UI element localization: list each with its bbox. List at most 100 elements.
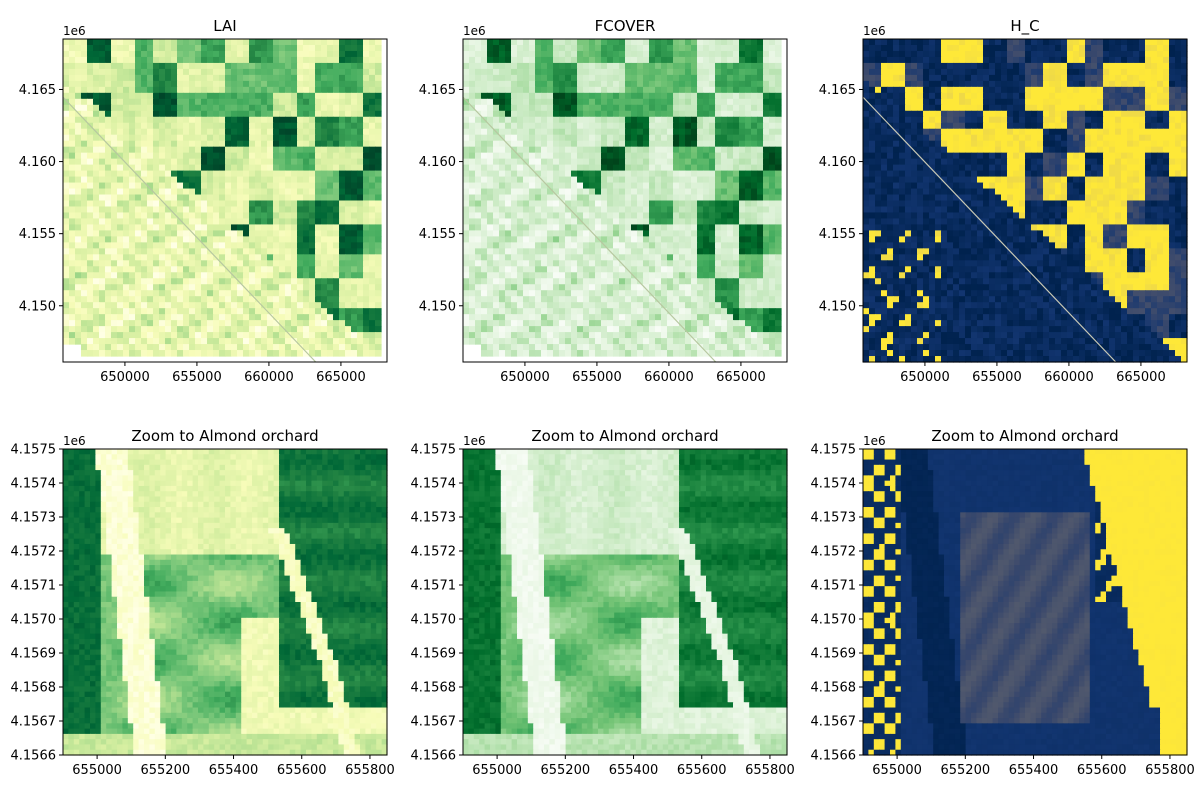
raster-cell bbox=[547, 278, 554, 285]
raster-cell bbox=[667, 165, 674, 172]
raster-cell bbox=[327, 201, 334, 208]
raster-cell bbox=[589, 39, 596, 46]
raster-cell bbox=[487, 183, 494, 190]
raster-cell bbox=[553, 272, 560, 279]
raster-cell bbox=[667, 206, 674, 213]
raster-cell bbox=[273, 69, 280, 76]
raster-cell bbox=[769, 123, 776, 130]
raster-cell bbox=[333, 39, 340, 46]
raster-cell bbox=[691, 111, 698, 118]
raster-cell bbox=[625, 242, 632, 249]
raster-cell bbox=[129, 99, 136, 106]
raster-cell bbox=[667, 183, 674, 190]
raster-cell bbox=[315, 171, 322, 178]
raster-cell bbox=[297, 224, 304, 231]
raster-cell bbox=[375, 236, 382, 243]
raster-cell bbox=[195, 81, 202, 88]
raster-cell bbox=[775, 177, 782, 184]
raster-cell bbox=[279, 129, 286, 136]
raster-cell bbox=[297, 189, 304, 196]
raster-cell bbox=[153, 224, 160, 231]
raster-cell bbox=[667, 254, 674, 261]
raster-cell bbox=[751, 99, 758, 106]
raster-cell bbox=[649, 165, 656, 172]
raster-cell bbox=[267, 272, 274, 279]
raster-cell bbox=[147, 296, 154, 303]
raster-cell bbox=[333, 206, 340, 213]
raster-cell bbox=[93, 147, 100, 154]
raster-cell bbox=[339, 338, 346, 345]
raster-cell bbox=[303, 338, 310, 345]
raster-cell bbox=[219, 314, 226, 321]
raster-cell bbox=[709, 135, 716, 142]
raster-cell bbox=[201, 212, 208, 219]
raster-cell bbox=[237, 87, 244, 94]
raster-cell bbox=[255, 195, 262, 202]
raster-cell bbox=[189, 189, 196, 196]
raster-cell bbox=[595, 45, 602, 52]
raster-cell bbox=[195, 57, 202, 64]
raster-cell bbox=[147, 57, 154, 64]
raster-cell bbox=[631, 201, 638, 208]
raster-cell bbox=[357, 302, 364, 309]
raster-cell bbox=[369, 135, 376, 142]
raster-cell bbox=[739, 147, 746, 154]
raster-cell bbox=[559, 171, 566, 178]
raster-cell bbox=[81, 308, 88, 315]
raster-cell bbox=[517, 272, 524, 279]
raster-cell bbox=[631, 230, 638, 237]
raster-cell bbox=[685, 165, 692, 172]
raster-cell bbox=[273, 63, 280, 70]
raster-cell bbox=[303, 135, 310, 142]
raster-cell bbox=[463, 105, 470, 112]
raster-cell bbox=[111, 129, 118, 136]
raster-cell bbox=[219, 69, 226, 76]
raster-cell bbox=[135, 183, 142, 190]
raster-cell bbox=[769, 141, 776, 148]
raster-cell bbox=[523, 111, 530, 118]
raster-cell bbox=[345, 147, 352, 154]
raster-cell bbox=[697, 260, 704, 267]
raster-cell bbox=[99, 230, 106, 237]
raster-cell bbox=[721, 135, 728, 142]
raster-cell bbox=[375, 272, 382, 279]
raster-cell bbox=[93, 314, 100, 321]
raster-cell bbox=[147, 218, 154, 225]
raster-cell bbox=[135, 332, 142, 339]
raster-cell bbox=[523, 230, 530, 237]
raster-cell bbox=[463, 195, 470, 202]
raster-cell bbox=[225, 302, 232, 309]
raster-cell bbox=[273, 254, 280, 261]
raster-cell bbox=[595, 123, 602, 130]
raster-cell bbox=[703, 135, 710, 142]
raster-cell bbox=[589, 177, 596, 184]
raster-cell bbox=[517, 147, 524, 154]
raster-cell bbox=[375, 57, 382, 64]
raster-cell bbox=[589, 153, 596, 160]
raster-cell bbox=[219, 332, 226, 339]
raster-cell bbox=[601, 99, 608, 106]
raster-cell bbox=[351, 105, 358, 112]
raster-cell bbox=[595, 189, 602, 196]
raster-cell bbox=[595, 272, 602, 279]
raster-cell bbox=[739, 189, 746, 196]
raster-cell bbox=[679, 195, 686, 202]
raster-cell bbox=[159, 278, 166, 285]
raster-cell bbox=[375, 254, 382, 261]
raster-cell bbox=[237, 308, 244, 315]
raster-cell bbox=[315, 350, 322, 357]
raster-cell bbox=[135, 57, 142, 64]
raster-cell bbox=[153, 254, 160, 261]
raster-cell bbox=[261, 57, 268, 64]
raster-cell bbox=[279, 308, 286, 315]
raster-cell bbox=[577, 195, 584, 202]
raster-cell bbox=[351, 206, 358, 213]
raster-cell bbox=[547, 224, 554, 231]
raster-cell bbox=[357, 75, 364, 82]
raster-cell bbox=[697, 129, 704, 136]
raster-cell bbox=[481, 87, 488, 94]
raster-cell bbox=[339, 189, 346, 196]
raster-cell bbox=[499, 218, 506, 225]
raster-cell bbox=[607, 57, 614, 64]
raster-cell bbox=[679, 189, 686, 196]
